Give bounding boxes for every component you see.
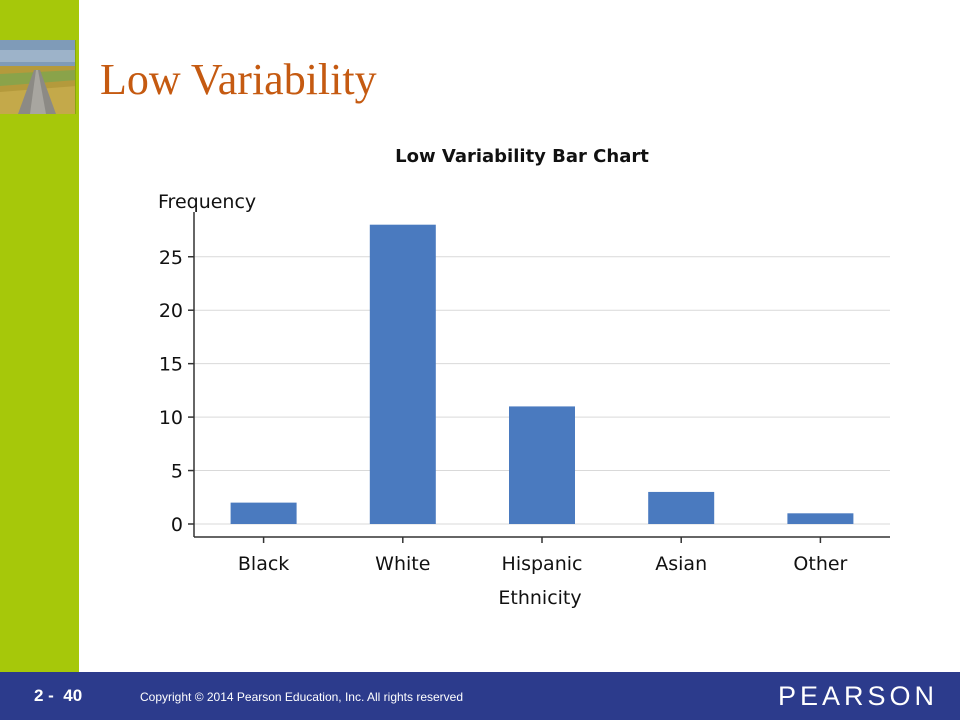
x-tick-label: Asian (655, 553, 707, 575)
y-axis-label: Frequency (158, 191, 256, 213)
y-ticks: 0 5 10 15 20 25 (159, 247, 194, 536)
x-tick-label: Other (793, 553, 847, 575)
x-tick-label: White (375, 553, 430, 575)
slide-number: 2 - 40 (34, 686, 83, 705)
footer-bar: 2 - 40 Copyright © 2014 Pearson Educatio… (0, 672, 960, 720)
boardwalk-logo-image (0, 40, 76, 114)
chart-title: Low Variability Bar Chart (395, 146, 649, 167)
y-tick-label: 0 (171, 514, 183, 536)
y-tick-label: 25 (159, 247, 183, 269)
bar-hispanic (509, 406, 575, 524)
bar-white (369, 224, 436, 525)
copyright-notice: Copyright © 2014 Pearson Education, Inc.… (140, 690, 464, 704)
gridlines (194, 256, 890, 525)
bar-other (787, 513, 854, 524)
y-tick-label: 15 (159, 354, 183, 376)
bar-chart: Low Variability Bar Chart Frequency Ethn… (140, 136, 910, 616)
y-tick-label: 10 (159, 407, 183, 429)
bars (230, 224, 854, 525)
x-ticks: Black White Hispanic Asian Other (238, 537, 848, 575)
slide-title: Low Variability (100, 55, 377, 104)
y-tick-label: 5 (171, 461, 183, 483)
x-tick-label: Hispanic (502, 553, 583, 575)
x-axis-label: Ethnicity (498, 587, 581, 609)
pearson-logo: PEARSON (777, 681, 938, 711)
x-tick-label: Black (238, 553, 289, 575)
bar-black (230, 502, 297, 524)
y-tick-label: 20 (159, 300, 183, 322)
bar-asian (648, 491, 715, 524)
